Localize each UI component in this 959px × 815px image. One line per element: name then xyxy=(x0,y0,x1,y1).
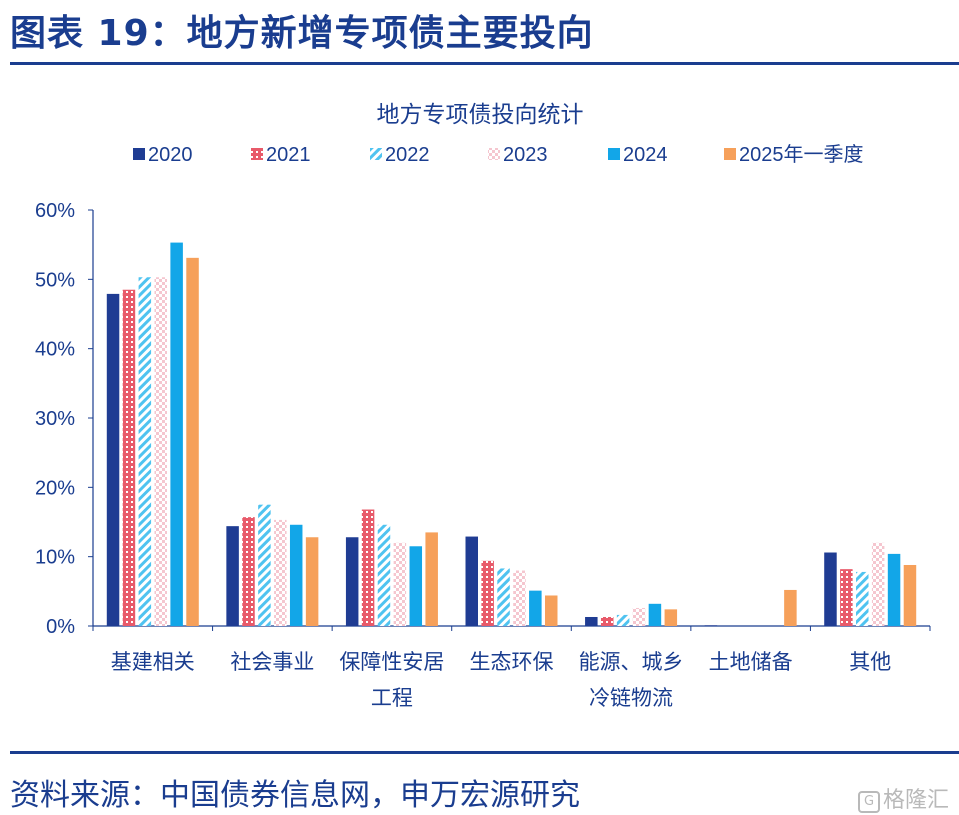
legend-swatch xyxy=(488,148,500,160)
legend-label: 2025年一季度 xyxy=(739,143,864,166)
legend-label: 2022 xyxy=(385,144,430,166)
y-tick-label: 60% xyxy=(35,200,75,222)
bar xyxy=(529,590,542,626)
bar xyxy=(425,532,438,626)
chart-title: 地方专项债投向统计 xyxy=(377,101,584,127)
bar xyxy=(289,524,303,626)
bar xyxy=(903,564,917,626)
legend-swatch xyxy=(724,148,736,160)
bar xyxy=(784,589,797,626)
watermark-text: 格隆汇 xyxy=(882,788,949,813)
bars xyxy=(106,242,917,626)
bar xyxy=(242,517,255,626)
legend-label: 2024 xyxy=(623,144,668,166)
bar xyxy=(600,616,614,626)
title-divider xyxy=(10,62,959,65)
watermark-logo-icon: G xyxy=(857,791,880,813)
bar xyxy=(186,257,199,626)
bar xyxy=(274,519,287,626)
bar xyxy=(632,607,646,626)
bar xyxy=(409,546,423,626)
x-tick-label: 基建相关 xyxy=(111,651,195,674)
footer-divider xyxy=(10,751,959,754)
legend-label: 2021 xyxy=(266,144,311,166)
bar xyxy=(465,536,478,626)
source-note: 资料来源：中国债券信息网，申万宏源研究 xyxy=(10,778,580,813)
bar xyxy=(704,625,718,626)
bar xyxy=(545,595,558,626)
x-tick-label: 其他 xyxy=(849,651,891,674)
bar xyxy=(305,537,319,626)
bar xyxy=(497,568,510,626)
y-tick-label: 10% xyxy=(35,547,75,569)
x-tick-label: 生态环保 xyxy=(470,651,554,674)
y-tick-label: 30% xyxy=(35,408,75,430)
bar xyxy=(226,526,239,626)
bar xyxy=(887,553,901,626)
bar xyxy=(585,616,598,626)
bar xyxy=(345,537,359,626)
bar xyxy=(664,609,678,626)
legend-swatch xyxy=(133,148,145,160)
watermark: G 格隆汇 xyxy=(857,782,949,814)
bar xyxy=(170,242,183,626)
y-tick-label: 20% xyxy=(35,477,75,499)
bar xyxy=(871,542,885,626)
x-tick-label: 土地储备 xyxy=(709,651,793,674)
legend-swatch xyxy=(251,148,263,160)
legend-label: 2023 xyxy=(503,144,548,166)
page-title: 图表 19：地方新增专项债主要投向 xyxy=(10,13,594,54)
bar xyxy=(840,569,853,626)
bar xyxy=(106,293,120,626)
bar xyxy=(122,289,136,626)
y-tick-label: 40% xyxy=(35,339,75,361)
y-tick-label: 50% xyxy=(35,269,75,291)
bar xyxy=(393,542,407,626)
y-axis: 0% 10% 20% 30% 40% 50% 60% xyxy=(35,200,94,638)
bar xyxy=(258,504,271,626)
bar xyxy=(138,277,152,626)
bar xyxy=(377,524,391,626)
bar xyxy=(513,570,526,626)
bar-chart: 地方专项债投向统计 2020 2021 2022 2023 2024 2025年一季度 0… xyxy=(35,101,931,710)
bar xyxy=(481,560,494,626)
x-tick-label: 保障性安居工程 xyxy=(339,651,444,710)
bar xyxy=(361,509,375,626)
x-tick-label: 能源、城乡冷链物流 xyxy=(579,651,684,710)
legend-label: 2020 xyxy=(148,144,193,166)
bar xyxy=(856,571,869,626)
legend-swatch xyxy=(370,148,382,160)
x-tick-label: 社会事业 xyxy=(230,651,314,674)
bar xyxy=(824,552,837,626)
bar xyxy=(154,277,167,626)
bar xyxy=(648,603,662,626)
bar xyxy=(616,614,630,626)
legend: 2020 2021 2022 2023 2024 2025年一季度 xyxy=(133,143,864,166)
x-axis: 基建相关 社会事业 保障性安居工程 生态环保 能源、城乡冷链物流 土地储备 其他 xyxy=(92,625,931,710)
y-tick-label: 0% xyxy=(46,616,75,638)
legend-swatch xyxy=(608,148,620,160)
